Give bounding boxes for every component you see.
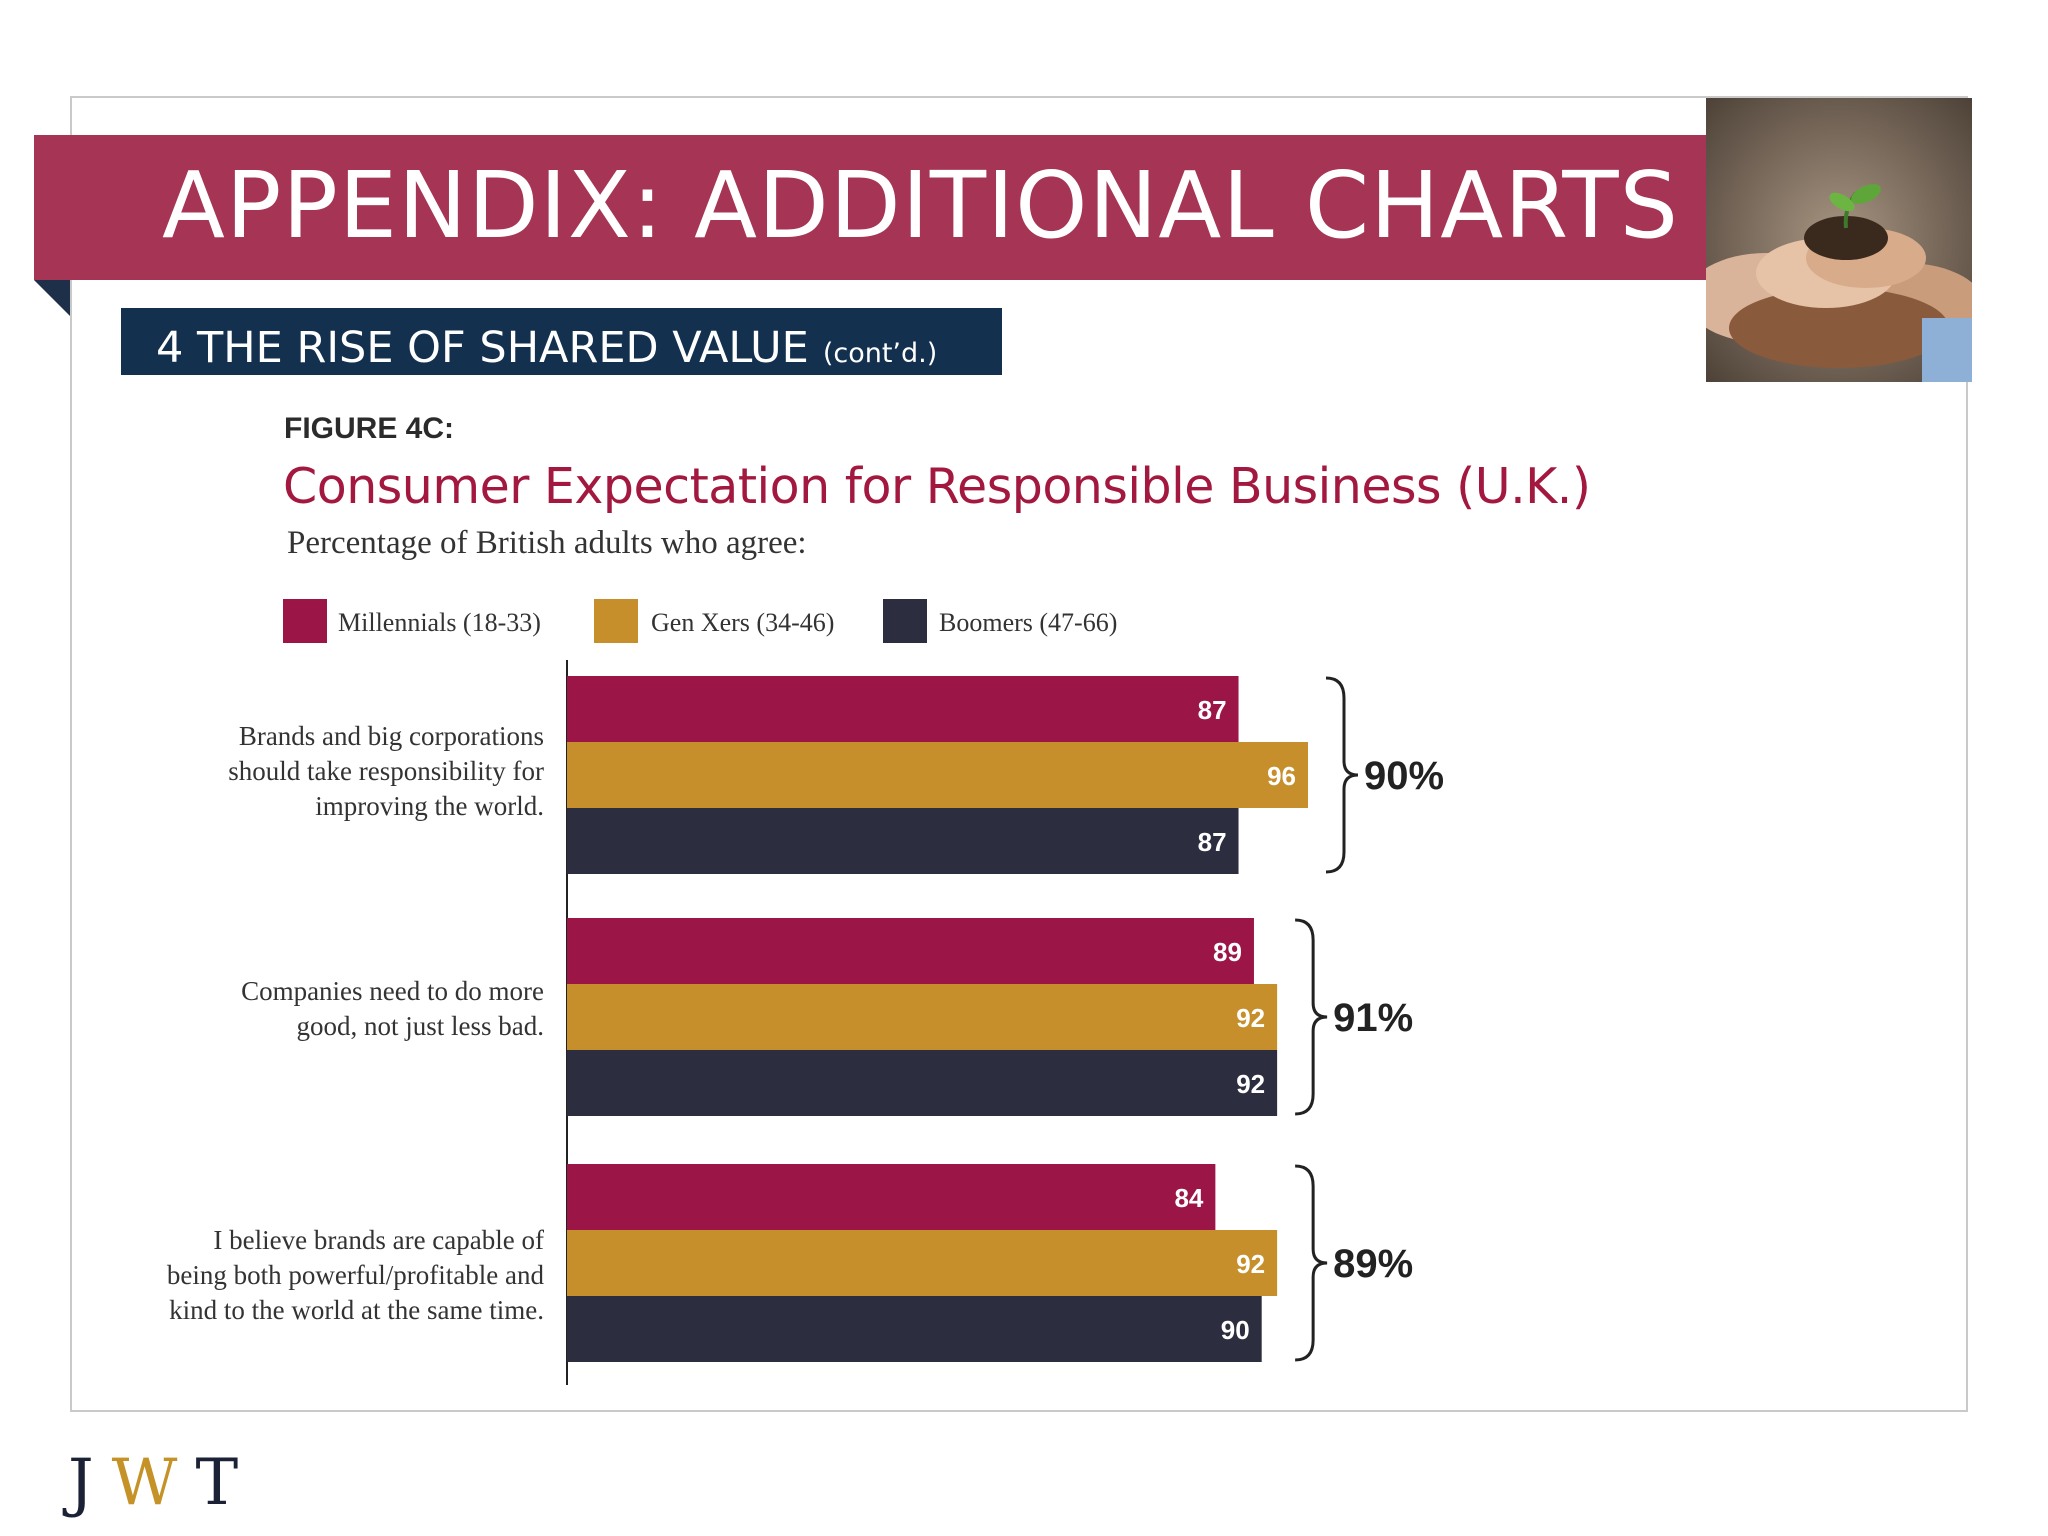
bar-1-series-2 — [567, 742, 1308, 808]
category-label-2-line-1: Companies need to do more — [241, 976, 544, 1006]
legend-swatch-genx — [594, 599, 638, 643]
data-label-1-series-1: 87 — [1198, 695, 1227, 725]
group-total-2: 91% — [1333, 996, 1413, 1040]
data-label-2-series-3: 92 — [1236, 1069, 1265, 1099]
logo-letter-w: W — [111, 1446, 196, 1520]
banner-fold — [34, 280, 70, 316]
bar-1-series-1 — [567, 676, 1239, 742]
legend-label-genx: Gen Xers (34-46) — [651, 608, 835, 637]
bar-3-series-3 — [567, 1296, 1262, 1362]
data-label-3-series-2: 92 — [1236, 1249, 1265, 1279]
category-label-1-line-3: improving the world. — [315, 791, 544, 821]
title-banner — [34, 135, 1707, 280]
category-label-1-line-1: Brands and big corporations — [238, 721, 544, 751]
figure-label: FIGURE 4C: — [284, 412, 455, 445]
group-brace-2 — [1295, 918, 1328, 1116]
legend-label-millennials: Millennials (18-33) — [338, 608, 541, 637]
page-title: APPENDIX: ADDITIONAL CHARTS — [162, 152, 1680, 259]
data-label-2-series-1: 89 — [1213, 937, 1242, 967]
bar-1-series-3 — [567, 808, 1239, 874]
logo-letter-t: T — [195, 1446, 257, 1520]
hands-seedling-photo — [1706, 98, 1972, 382]
bar-3-series-2 — [567, 1230, 1278, 1296]
chart-title: Consumer Expectation for Responsible Bus… — [283, 458, 1591, 515]
hands-seedling-image — [1706, 98, 1972, 382]
legend-swatch-millennials — [283, 599, 327, 643]
data-label-2-series-2: 92 — [1236, 1003, 1265, 1033]
data-label-3-series-1: 84 — [1174, 1183, 1203, 1213]
group-total-3: 89% — [1333, 1242, 1413, 1286]
logo-letter-j: J — [68, 1446, 112, 1520]
group-total-1: 90% — [1364, 754, 1444, 798]
category-label-1: Brands and big corporations should take … — [228, 719, 544, 824]
group-brace-3 — [1295, 1164, 1328, 1362]
data-label-1-series-2: 96 — [1267, 761, 1296, 791]
data-label-1-series-3: 87 — [1198, 827, 1227, 857]
section-title-text: 4 THE RISE OF SHARED VALUE — [156, 323, 809, 373]
category-label-3-line-1: I believe brands are capable of — [213, 1225, 544, 1255]
category-label-1-line-2: should take responsibility for — [228, 756, 544, 786]
legend-label-boomers: Boomers (47-66) — [939, 608, 1118, 637]
section-bar — [121, 308, 1002, 375]
category-label-3-line-2: being both powerful/profitable and — [166, 1260, 544, 1290]
jwt-logo: JWT — [68, 1446, 256, 1520]
section-title: 4 THE RISE OF SHARED VALUE (cont’d.) — [156, 318, 937, 378]
category-label-2-line-2: good, not just less bad. — [296, 1011, 545, 1041]
bar-3-series-1 — [567, 1164, 1216, 1230]
data-label-3-series-3: 90 — [1221, 1315, 1250, 1345]
category-label-3: I believe brands are capable of being bo… — [167, 1223, 544, 1328]
chart-subtitle: Percentage of British adults who agree: — [287, 525, 807, 561]
category-label-2: Companies need to do more good, not just… — [241, 974, 544, 1044]
category-label-3-line-3: kind to the world at the same time. — [169, 1295, 544, 1325]
legend-swatch-boomers — [883, 599, 927, 643]
bar-2-series-3 — [567, 1050, 1278, 1116]
bar-2-series-2 — [567, 984, 1278, 1050]
group-brace-1 — [1325, 676, 1359, 874]
section-title-suffix: (cont’d.) — [822, 338, 938, 369]
bar-2-series-1 — [567, 918, 1254, 984]
